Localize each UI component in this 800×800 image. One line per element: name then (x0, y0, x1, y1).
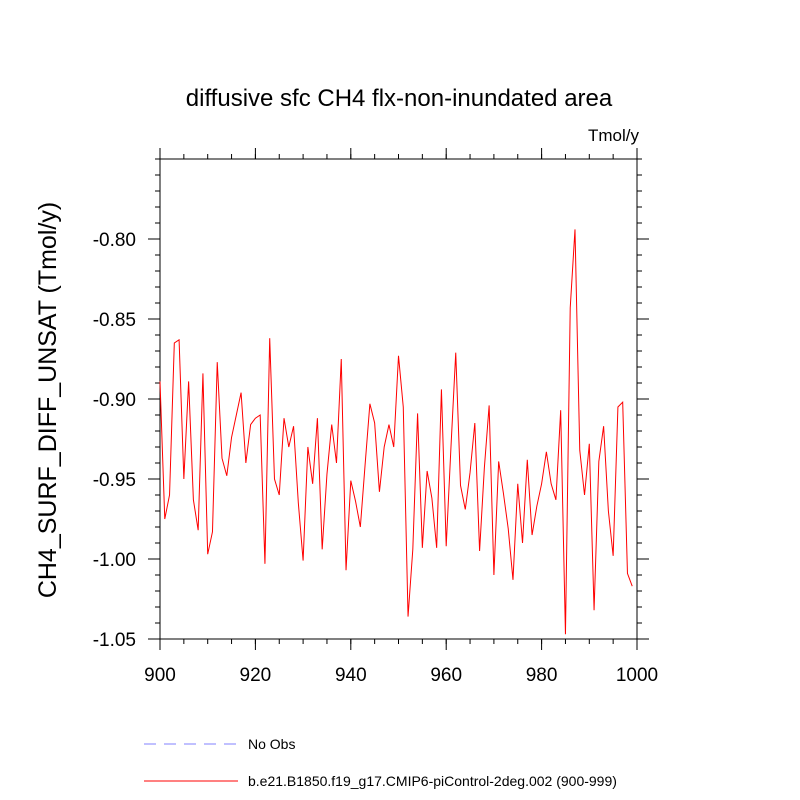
y-tick-label: -0.85 (93, 310, 136, 331)
y-tick-label: -1.00 (93, 550, 136, 571)
data-series (159, 229, 633, 635)
legend-label: No Obs (248, 736, 295, 752)
x-tick-label: 920 (240, 665, 272, 686)
x-tick-label: 900 (144, 665, 176, 686)
x-tick-label: 960 (430, 665, 462, 686)
chart-title: diffusive sfc CH4 flx-non-inundated area (186, 85, 613, 112)
legend-label: b.e21.B1850.f19_g17.CMIP6-piControl-2deg… (248, 773, 617, 789)
y-tick-label: -0.95 (93, 470, 136, 491)
y-tick-label: -0.80 (93, 230, 136, 251)
x-tick-label: 940 (335, 665, 367, 686)
plot-frame (159, 158, 638, 640)
y-tick-label: -0.90 (93, 390, 136, 411)
y-tick-label: -1.05 (93, 630, 136, 651)
units-label: Tmol/y (588, 126, 640, 145)
x-tick-label: 1000 (616, 665, 658, 686)
y-axis-label: CH4_SURF_DIFF_UNSAT (Tmol/y) (34, 202, 62, 598)
axis-ticks: 900 920 940 960 980 1000 -1.05 -1.00 -0.95 -0.90 -… (93, 148, 658, 686)
legend: No Obs b.e21.B1850.f19_g17.CMIP6-piContro… (144, 736, 617, 789)
series-line-0 (159, 229, 633, 635)
x-tick-label: 980 (526, 665, 558, 686)
